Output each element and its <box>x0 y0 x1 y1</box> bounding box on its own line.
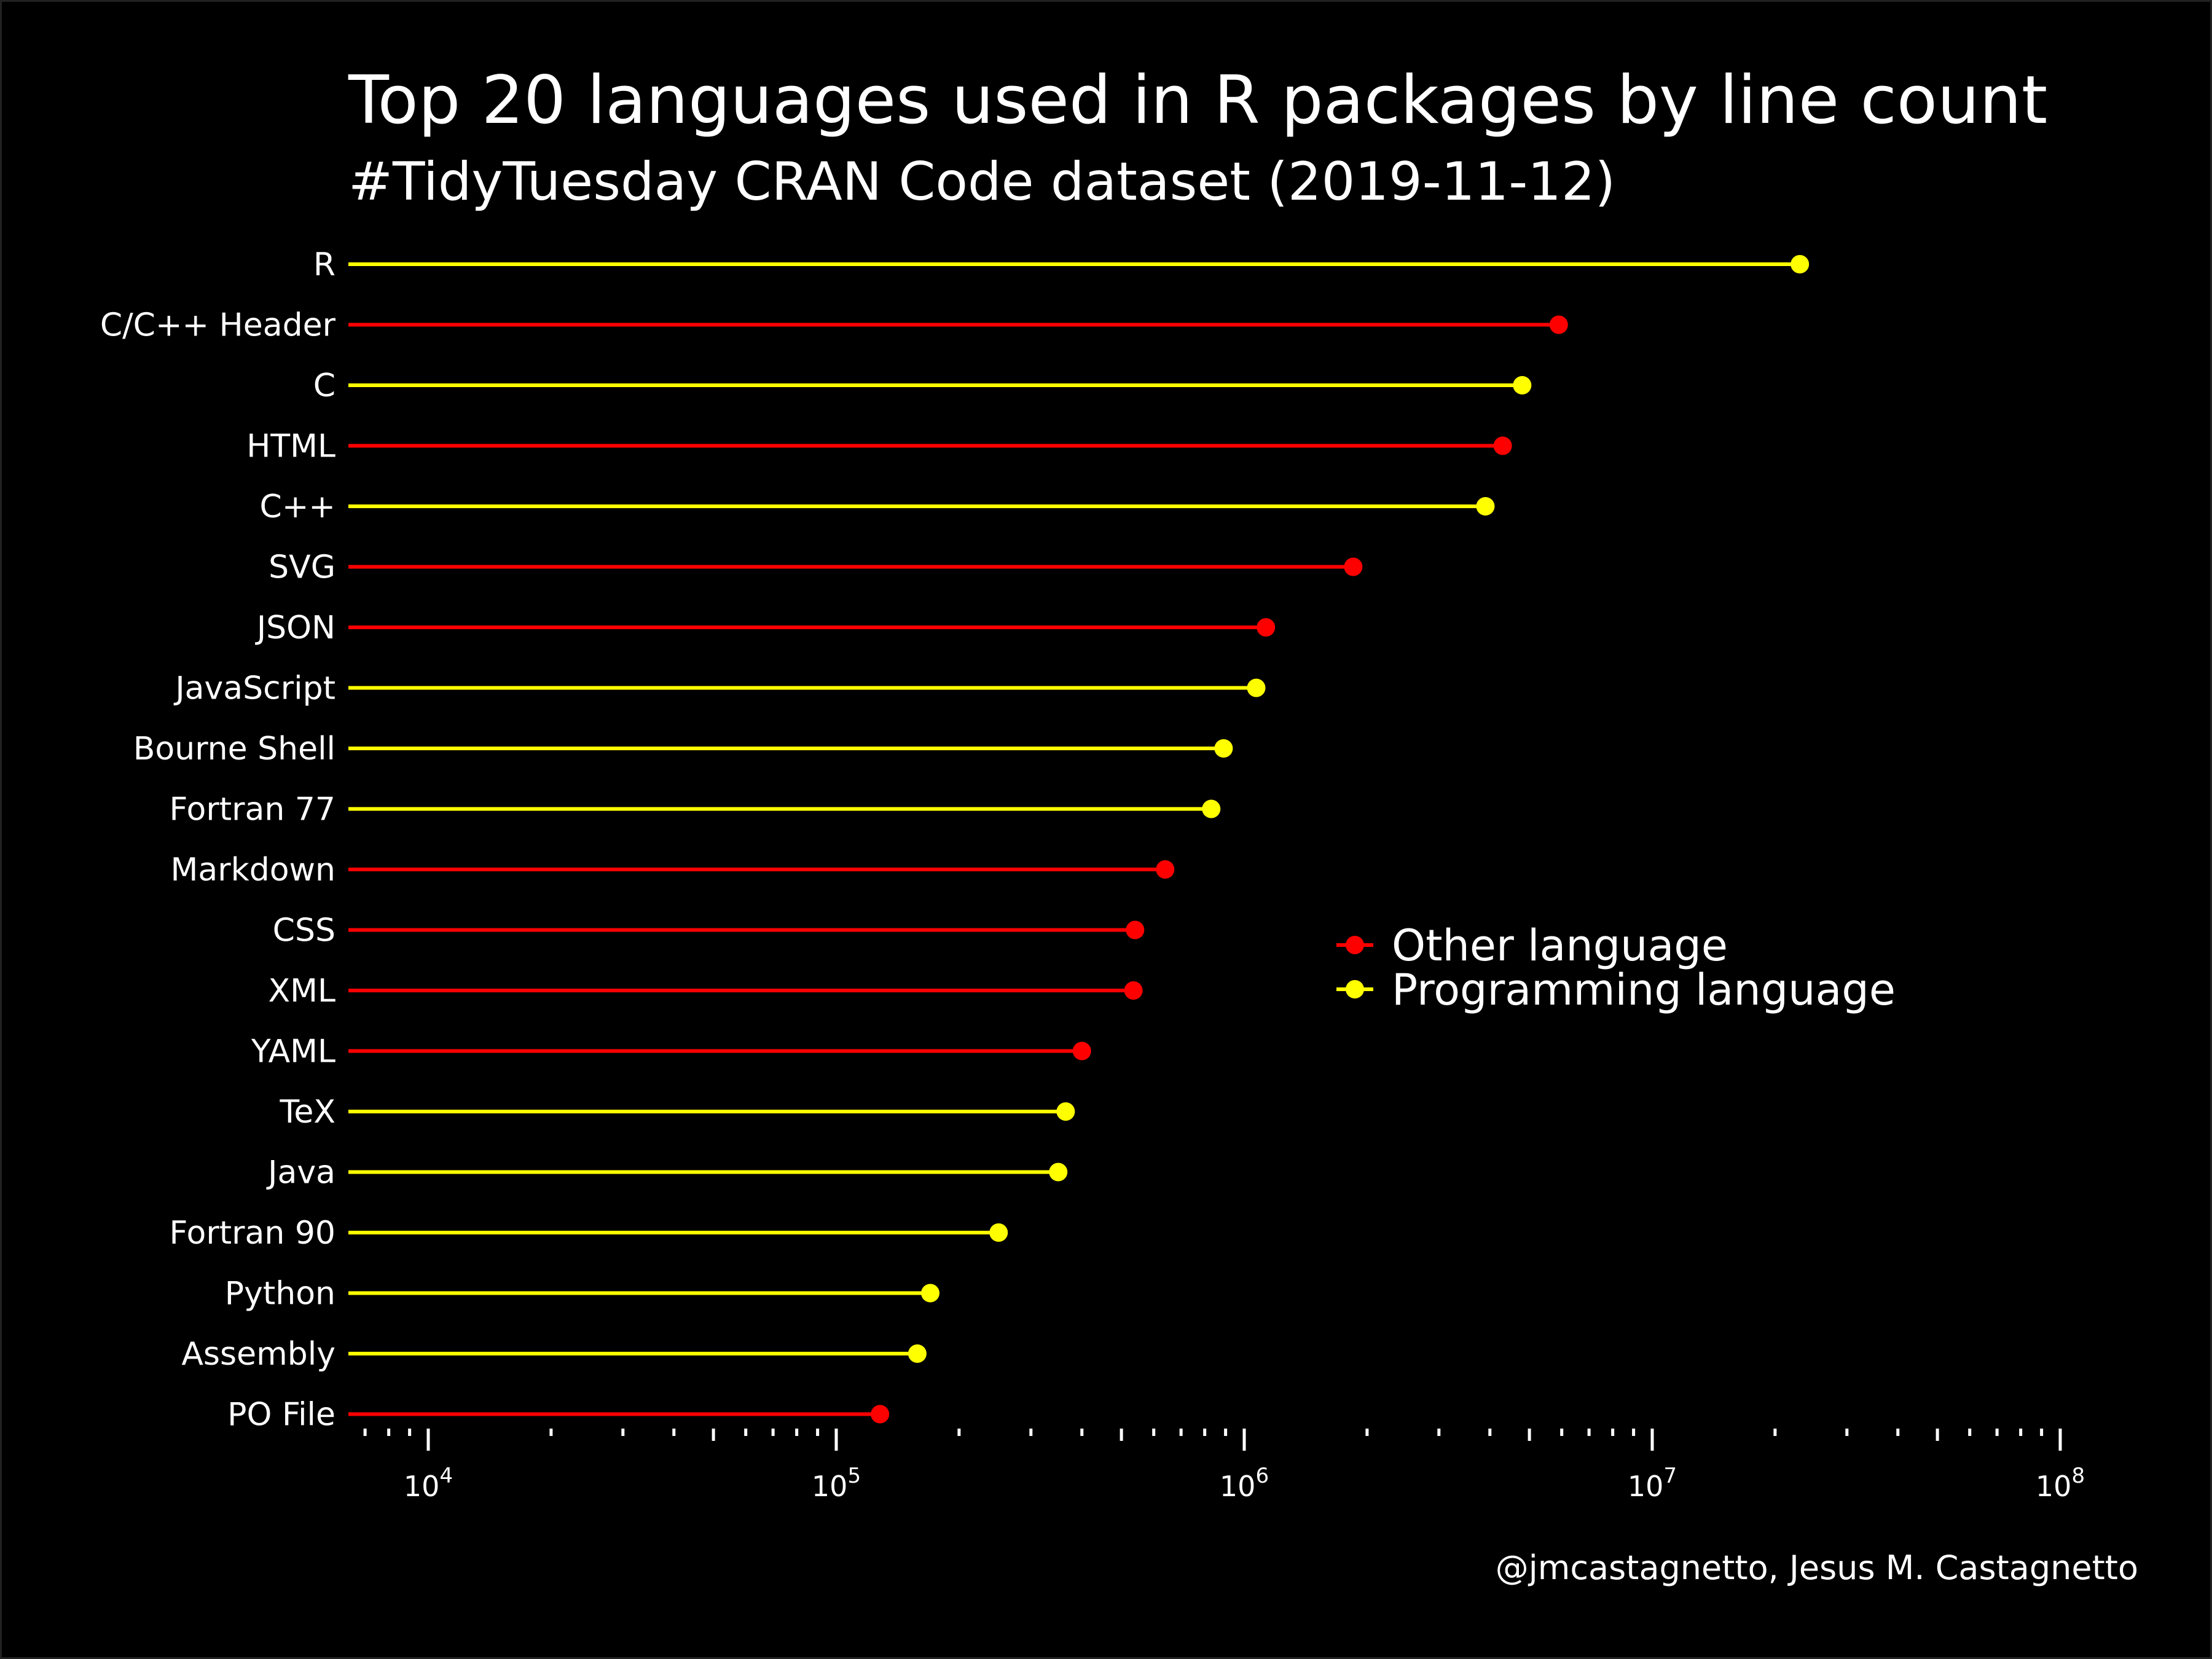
category-label: C <box>313 367 335 404</box>
chart-subtitle: #TidyTuesday CRAN Code dataset (2019-11-… <box>348 151 1615 213</box>
lollipop-point <box>1072 1041 1091 1061</box>
category-label: Assembly <box>181 1336 335 1373</box>
lollipop-point <box>1214 739 1233 758</box>
x-tick-label: 108 <box>2036 1464 2085 1503</box>
lollipop-point <box>1549 315 1568 334</box>
legend-key-point <box>1346 936 1364 954</box>
x-tick-label: 107 <box>1628 1464 1677 1503</box>
category-label: Fortran 90 <box>169 1215 335 1252</box>
category-label: C++ <box>260 488 335 525</box>
lollipop-point <box>1513 376 1532 394</box>
category-label: R <box>313 246 335 283</box>
category-label: TeX <box>279 1094 335 1131</box>
lollipop-point <box>989 1223 1008 1242</box>
lollipop-point <box>1049 1163 1068 1182</box>
category-label: C/C++ Header <box>100 307 336 344</box>
lollipop-point <box>1344 557 1363 576</box>
x-tick-label: 104 <box>404 1464 453 1503</box>
x-tick-label: 106 <box>1220 1464 1269 1503</box>
category-label: YAML <box>251 1033 335 1070</box>
category-label: JavaScript <box>173 670 335 707</box>
category-label: Python <box>225 1276 335 1312</box>
lollipop-point <box>871 1405 890 1424</box>
lollipop-point <box>1257 618 1276 637</box>
lollipop-point <box>1056 1102 1075 1121</box>
category-label: SVG <box>269 549 335 586</box>
lollipop-point <box>908 1344 927 1363</box>
legend-label: Programming language <box>1392 965 1896 1015</box>
category-label: CSS <box>273 912 335 949</box>
lollipop-point <box>1476 497 1495 516</box>
lollipop-point <box>1247 678 1266 697</box>
category-label: JSON <box>255 610 335 646</box>
category-label: Fortran 77 <box>169 791 335 828</box>
lollipop-point <box>1126 920 1145 939</box>
lollipop-point <box>1790 255 1810 273</box>
lollipop-point <box>921 1284 940 1303</box>
lollipop-point <box>1493 436 1512 455</box>
lollipop-point <box>1124 981 1143 1000</box>
legend-label: Other language <box>1392 920 1728 971</box>
lollipop-point <box>1156 860 1175 879</box>
x-axis: 104 105 106 107 108 <box>363 1429 2085 1503</box>
category-label: Bourne Shell <box>133 731 335 767</box>
category-label: PO File <box>227 1397 335 1433</box>
category-label: XML <box>269 973 335 1010</box>
chart-caption: @jmcastagnetto, Jesus M. Castagnetto <box>1496 1548 2138 1587</box>
plot-area: R C/C++ Header C HTML C++ SVG JSON JavaScript Bo… <box>100 246 1810 1433</box>
category-label: Java <box>266 1155 335 1191</box>
category-label: HTML <box>246 428 335 465</box>
category-label: Markdown <box>170 852 335 888</box>
lollipop-point <box>1202 799 1221 818</box>
x-tick-label: 105 <box>812 1464 861 1503</box>
chart-title: Top 20 languages used in R packages by l… <box>348 62 2047 139</box>
legend-key-point <box>1346 980 1364 998</box>
